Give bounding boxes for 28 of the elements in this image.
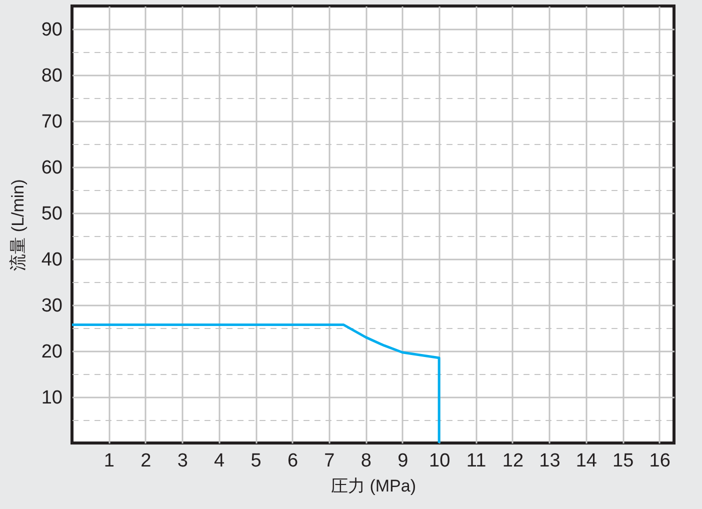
y-tick-label: 90 [41, 20, 62, 40]
x-tick-label: 2 [140, 450, 152, 472]
x-tick-label: 14 [576, 450, 598, 472]
x-tick-label: 16 [649, 450, 670, 472]
x-tick-label: 4 [214, 450, 226, 472]
x-tick-label: 15 [612, 450, 634, 472]
y-tick-label: 70 [41, 112, 62, 132]
x-tick-label: 5 [250, 450, 262, 472]
x-tick-label: 7 [324, 450, 335, 472]
x-axis-title: 圧力 (MPa) [331, 476, 416, 496]
x-tick-label: 13 [539, 450, 560, 472]
y-tick-label: 50 [41, 204, 62, 224]
x-tick-label: 9 [398, 450, 408, 472]
x-tick-label: 12 [502, 450, 524, 472]
y-tick-label: 10 [41, 388, 62, 408]
line-series [72, 324, 440, 443]
y-axis-title: 流量 (L/min) [8, 179, 28, 271]
y-tick-label: 80 [41, 66, 62, 86]
x-tick-label: 3 [177, 450, 188, 472]
x-tick-label: 8 [360, 450, 372, 472]
x-tick-label: 10 [429, 450, 450, 472]
y-tick-label: 30 [41, 296, 62, 316]
x-tick-label: 6 [287, 450, 298, 472]
y-tick-label: 60 [41, 158, 62, 178]
y-tick-label: 40 [41, 250, 62, 270]
x-tick-label: 1 [104, 450, 114, 472]
y-tick-label: 20 [41, 342, 62, 362]
x-tick-label: 11 [466, 450, 486, 472]
